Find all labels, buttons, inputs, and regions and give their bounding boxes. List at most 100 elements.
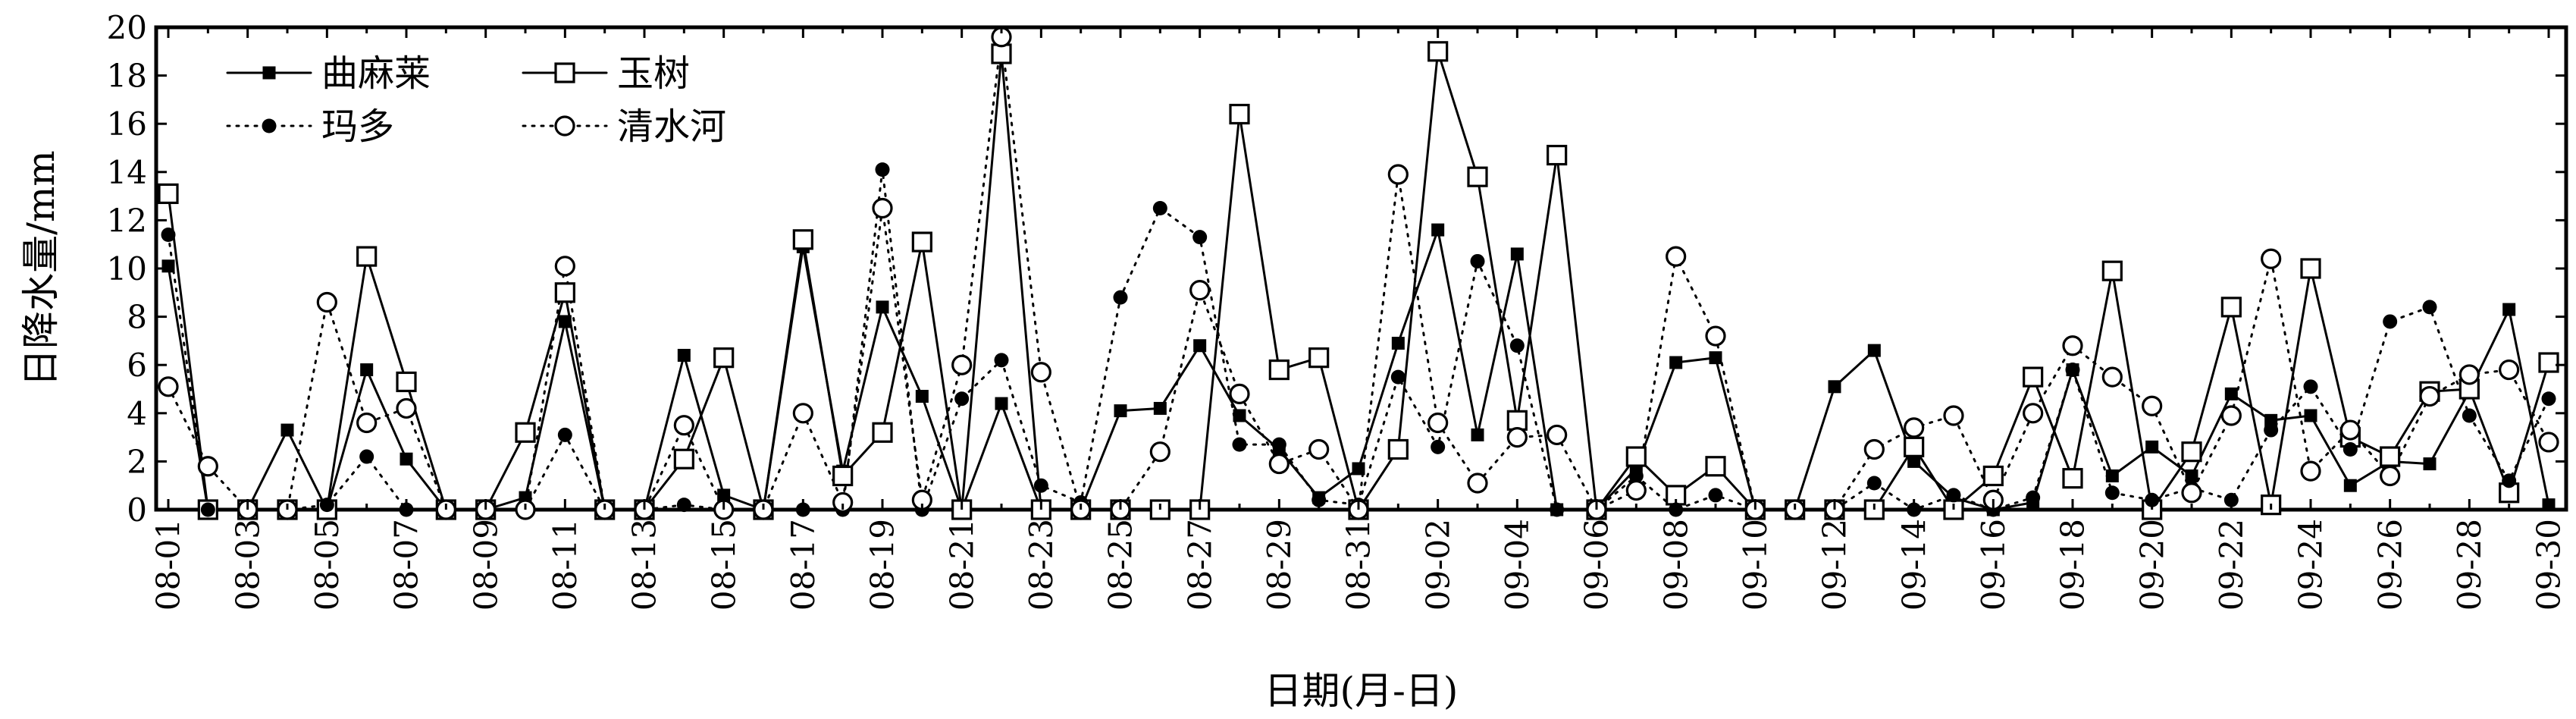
data-point-qingshuihe: [1229, 383, 1250, 404]
data-point-qumalai: [2105, 469, 2119, 482]
data-point-qingshuihe: [1467, 473, 1488, 494]
data-point-maduo: [1271, 437, 1286, 452]
x-tick-label: 09-14: [1895, 519, 1932, 611]
data-point-qumalai: [995, 397, 1008, 410]
x-tick-label: 08-17: [785, 519, 822, 611]
data-point-qingshuihe: [2380, 465, 2401, 487]
x-tick-label: 09-28: [2451, 519, 2488, 611]
x-tick-label: 08-15: [705, 519, 742, 611]
data-point-qumalai: [280, 423, 294, 437]
y-axis-title: 日降水量/mm: [19, 150, 63, 387]
x-tick-label: 08-27: [1181, 519, 1218, 611]
data-point-qumalai: [1867, 344, 1881, 357]
x-tick-label: 09-22: [2213, 519, 2250, 611]
data-point-qingshuihe: [951, 354, 973, 375]
data-point-qingshuihe: [2499, 359, 2520, 381]
data-point-qumalai: [2502, 303, 2516, 316]
data-point-yushu: [515, 422, 536, 443]
x-axis-title: 日期(月-日): [1264, 669, 1459, 713]
data-point-maduo: [1033, 478, 1048, 493]
data-point-maduo: [1470, 253, 1485, 268]
data-point-qumalai: [2224, 387, 2238, 400]
x-tick-label: 09-12: [1816, 519, 1854, 611]
data-point-qingshuihe: [2419, 385, 2440, 407]
data-point-qingshuihe: [1149, 441, 1170, 463]
data-point-yushu: [1427, 41, 1449, 62]
y-tick-label: 16: [107, 105, 147, 143]
data-point-maduo: [875, 162, 890, 177]
data-point-maduo: [161, 227, 176, 242]
data-point-yushu: [1705, 456, 1726, 477]
data-point-yushu: [1547, 144, 1568, 166]
data-point-yushu: [2023, 366, 2044, 388]
data-point-qumalai: [1510, 247, 1524, 261]
data-point-qingshuihe: [1506, 426, 1528, 448]
y-tick-label: 0: [127, 491, 147, 529]
legend-marker: [554, 115, 575, 137]
data-point-yushu: [158, 183, 179, 205]
x-tick-label: 09-24: [2292, 519, 2330, 611]
data-point-qumalai: [1114, 404, 1127, 418]
data-point-qingshuihe: [356, 412, 378, 434]
data-point-maduo: [2343, 442, 2358, 457]
x-tick-label: 08-29: [1261, 519, 1298, 611]
data-point-maduo: [359, 449, 374, 464]
data-point-qingshuihe: [1387, 164, 1409, 185]
data-point-qumalai: [2423, 457, 2437, 471]
data-point-maduo: [954, 391, 970, 407]
legend-item-qumalai: 曲麻莱: [226, 52, 431, 95]
data-point-yushu: [1506, 410, 1528, 431]
data-point-yushu: [1308, 347, 1330, 369]
data-point-maduo: [1628, 468, 1644, 483]
x-tick-label: 08-09: [467, 519, 504, 611]
data-point-qingshuihe: [1547, 424, 1568, 446]
data-point-qingshuihe: [316, 291, 337, 313]
x-tick-label: 09-18: [2054, 519, 2092, 611]
data-point-qumalai: [1669, 356, 1683, 369]
data-point-maduo: [1866, 476, 1882, 491]
data-point-yushu: [356, 246, 378, 267]
y-tick-label: 6: [127, 347, 147, 384]
data-point-qumalai: [915, 390, 929, 403]
data-point-qumalai: [1193, 339, 1207, 353]
data-point-yushu: [2300, 258, 2321, 279]
data-point-qumalai: [558, 315, 572, 328]
legend-label: 清水河: [617, 105, 726, 148]
data-point-qumalai: [360, 363, 374, 377]
data-point-qingshuihe: [792, 403, 813, 424]
y-tick-label: 2: [127, 443, 147, 480]
data-point-yushu: [2220, 297, 2242, 318]
data-point-qumalai: [2145, 440, 2159, 454]
data-point-qingshuihe: [2538, 432, 2559, 453]
data-point-yushu: [2181, 441, 2202, 463]
data-point-qingshuihe: [1427, 412, 1449, 434]
legend-item-maduo: 玛多: [226, 105, 394, 148]
data-point-qumalai: [1352, 462, 1365, 476]
series-markers-qingshuihe: [158, 27, 2559, 520]
data-point-yushu: [832, 465, 854, 487]
data-point-maduo: [2303, 379, 2318, 394]
data-point-maduo: [1509, 338, 1525, 353]
x-tick-label: 08-25: [1102, 519, 1139, 611]
x-tick-label: 09-30: [2531, 519, 2568, 611]
data-point-yushu: [792, 229, 813, 250]
data-point-qingshuihe: [2181, 482, 2202, 504]
data-point-maduo: [1946, 488, 1961, 503]
data-point-maduo: [557, 427, 572, 442]
data-point-maduo: [2264, 422, 2279, 438]
data-point-yushu: [1387, 438, 1409, 460]
y-tick-label: 18: [107, 58, 147, 95]
data-point-qingshuihe: [1705, 325, 1726, 347]
data-point-yushu: [554, 282, 575, 303]
data-point-yushu: [991, 43, 1012, 64]
data-point-maduo: [1390, 369, 1406, 385]
x-tick-label: 08-23: [1023, 519, 1060, 611]
y-tick-label: 8: [127, 299, 147, 336]
legend-marker: [262, 118, 277, 133]
data-point-yushu: [2062, 468, 2083, 489]
data-point-maduo: [2462, 408, 2477, 423]
x-tick-label: 08-11: [547, 519, 584, 611]
data-point-qingshuihe: [2142, 395, 2163, 416]
data-point-qingshuihe: [673, 415, 694, 436]
